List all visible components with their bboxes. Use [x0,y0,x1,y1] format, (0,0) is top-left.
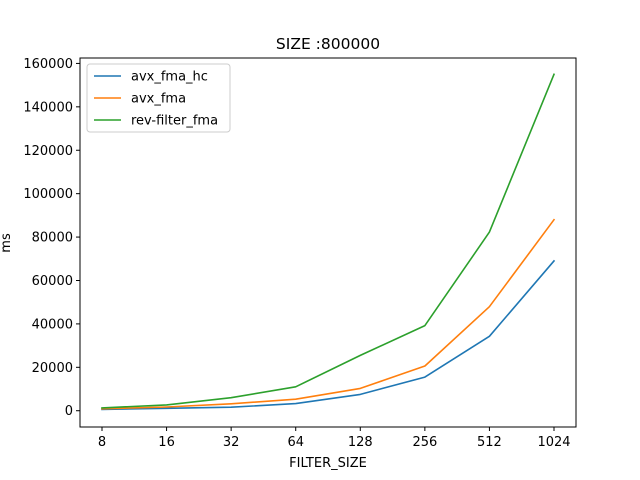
series-line-avx_fma [101,218,556,410]
legend: avx_fma_hc avx_fma rev-filter_fma [86,63,231,133]
x-tick-label: 512 [477,435,502,450]
plot-area: 0 20000 40000 60000 80000 100000 120000 140000 1… [23,57,577,450]
x-tick-label: 256 [412,435,437,450]
series-line-avx_fma_hc [101,259,556,411]
x-tick-label: 16 [158,435,175,450]
chart-title: SIZE :800000 [276,35,380,53]
series-lines [101,73,556,411]
y-tick-label: 100000 [23,187,73,202]
x-tick-label: 1024 [537,435,570,450]
y-tick-label: 80000 [32,231,73,246]
y-tick-label: 20000 [32,361,73,376]
y-tick-label: 40000 [32,317,73,332]
x-tick-label: 64 [287,435,304,450]
series-line-rev-filter_fma [101,73,556,409]
x-tick-label: 128 [348,435,373,450]
x-tick-label: 8 [98,435,106,450]
plot-frame [79,57,577,428]
y-tick-label: 160000 [23,57,73,72]
legend-label: avx_fma [131,92,186,107]
legend-label: avx_fma_hc [131,70,208,85]
legend-box [86,63,231,133]
y-axis-label: ms [0,233,14,253]
x-axis-label: FILTER_SIZE [289,456,367,471]
legend-label: rev-filter_fma [131,114,218,129]
y-tick-label: 60000 [32,274,73,289]
y-tick-label: 120000 [23,144,73,159]
x-axis: 8 16 32 64 128 256 512 1024 [98,427,571,450]
y-tick-label: 140000 [23,100,73,115]
y-tick-label: 0 [65,404,73,419]
y-axis: 0 20000 40000 60000 80000 100000 120000 140000 1… [23,57,80,419]
x-tick-label: 32 [223,435,240,450]
